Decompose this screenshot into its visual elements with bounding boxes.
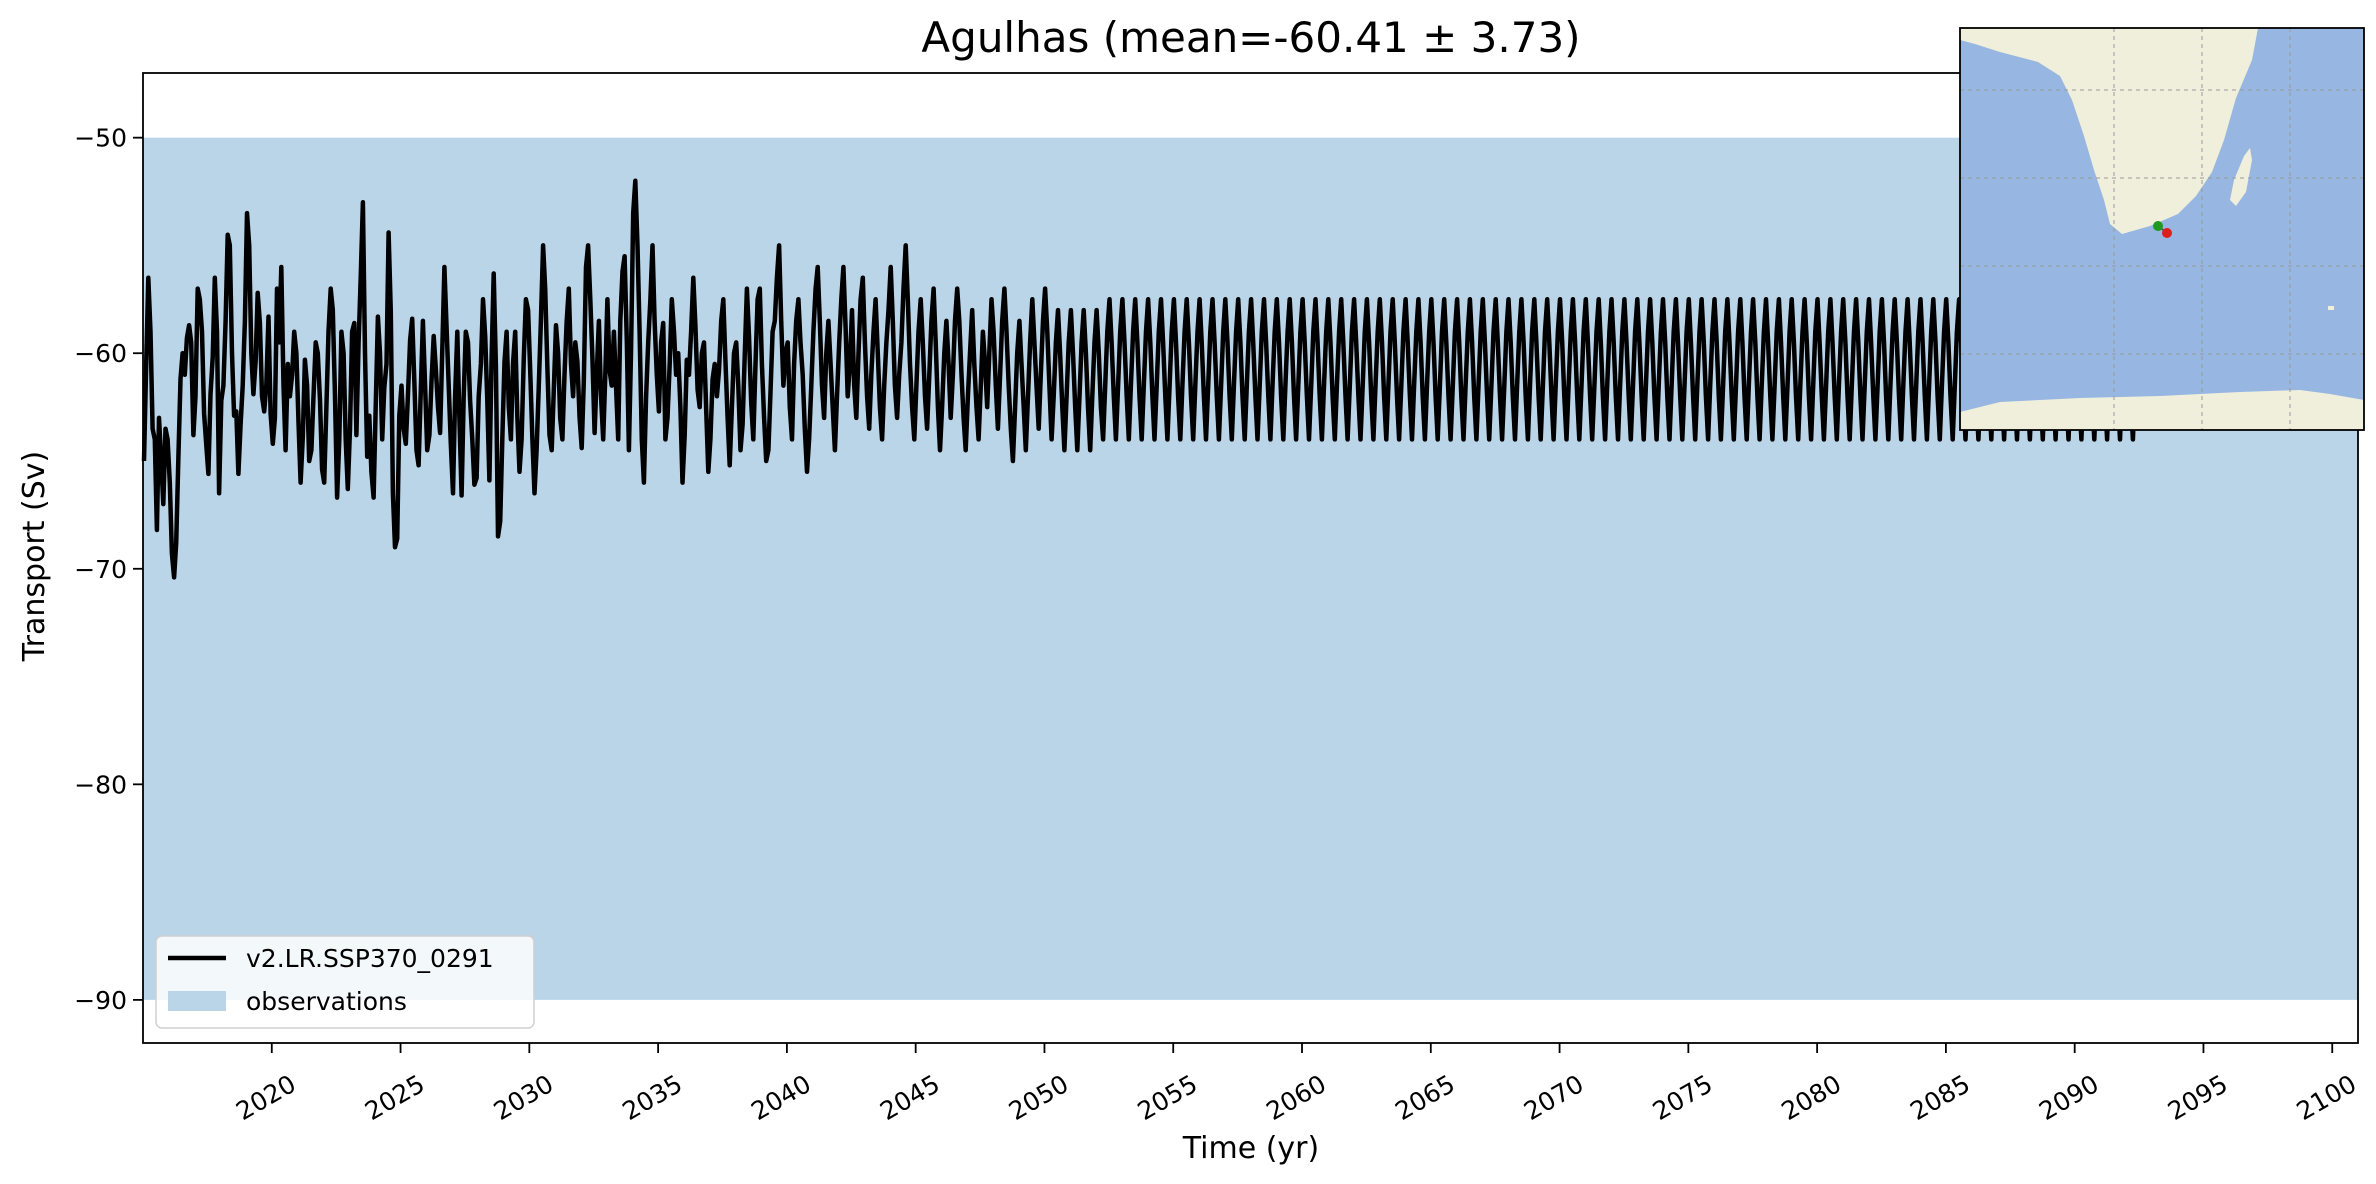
y-tick-label: −80 [74,770,127,799]
inset-land-madagascar [2230,148,2252,206]
x-axis-label: Time (yr) [1182,1131,1319,1166]
legend: v2.LR.SSP370_0291 observations [155,935,535,1029]
y-tick-label: −60 [74,339,127,368]
legend-label-series: v2.LR.SSP370_0291 [246,944,494,973]
inset-map [1959,27,2365,431]
inset-land-africa [1960,28,2258,234]
inset-land-island [2328,306,2334,310]
y-tick-label: −50 [74,124,127,153]
inset-frame [1959,27,2365,431]
y-axis-ticks: −50 −60 −70 −80 −90 [74,124,143,1015]
plot-frame [142,72,2359,1044]
y-tick-label: −70 [74,555,127,584]
y-tick-label: −90 [74,986,127,1015]
y-axis-label: Transport (Sv) [17,451,52,663]
legend-swatch-observations [168,991,226,1011]
inset-marker-end [2162,228,2172,238]
legend-label-observations: observations [246,987,407,1016]
legend-box [155,935,535,1029]
chart-title: Agulhas (mean=-60.41 ± 3.73) [921,13,1580,62]
inset-land-antarctica [1960,390,2364,430]
series-line-v2-lr-ssp370-0291 [141,178,2140,580]
inset-marker-start [2153,221,2163,231]
